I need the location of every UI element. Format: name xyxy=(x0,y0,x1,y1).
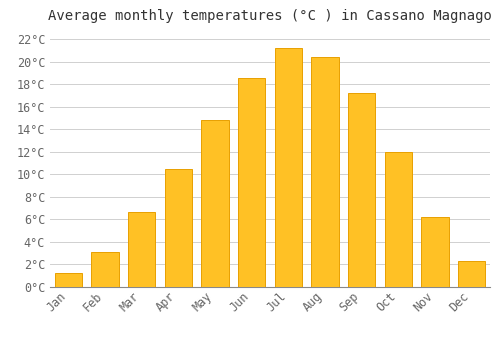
Bar xyxy=(201,120,229,287)
Bar xyxy=(128,211,156,287)
Bar xyxy=(238,78,266,287)
Bar xyxy=(421,217,448,287)
Title: Average monthly temperatures (°C ) in Cassano Magnago: Average monthly temperatures (°C ) in Ca… xyxy=(48,9,492,23)
Bar xyxy=(54,273,82,287)
Bar xyxy=(458,261,485,287)
Bar xyxy=(384,152,412,287)
Bar xyxy=(274,48,302,287)
Bar xyxy=(91,252,119,287)
Bar xyxy=(348,93,376,287)
Bar xyxy=(164,169,192,287)
Bar xyxy=(311,57,339,287)
